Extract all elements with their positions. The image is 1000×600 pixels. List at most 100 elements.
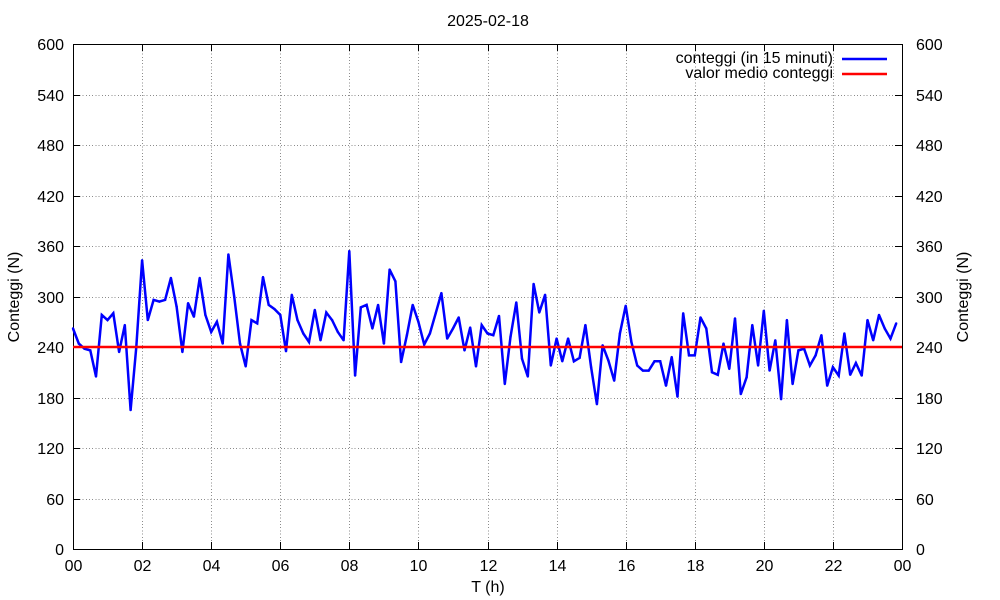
data-point-conteggi xyxy=(279,313,282,317)
legend-label-valor-medio: valor medio conteggi xyxy=(685,65,833,82)
data-point-conteggi xyxy=(883,327,886,330)
data-point-conteggi xyxy=(371,327,374,330)
data-point-conteggi xyxy=(860,374,863,377)
data-point-conteggi xyxy=(129,408,132,412)
data-point-conteggi xyxy=(215,320,219,323)
data-point-conteggi xyxy=(440,291,443,295)
data-point-conteggi xyxy=(469,326,472,329)
data-point-conteggi xyxy=(515,301,518,304)
x-tick-label: 20 xyxy=(756,558,774,575)
y-tick-label: 60 xyxy=(46,492,64,509)
data-point-conteggi xyxy=(451,327,455,330)
data-point-conteggi xyxy=(336,330,339,334)
data-point-conteggi xyxy=(302,332,305,335)
data-point-conteggi xyxy=(417,320,420,323)
series-line-conteggi xyxy=(71,251,898,411)
data-point-conteggi xyxy=(797,349,800,352)
x-tick-label: 06 xyxy=(272,558,290,575)
data-point-conteggi xyxy=(716,373,719,376)
data-point-conteggi xyxy=(497,314,501,318)
data-point-conteggi xyxy=(670,355,673,359)
data-point-conteggi xyxy=(791,382,794,386)
data-point-conteggi xyxy=(613,379,616,382)
data-point-conteggi xyxy=(365,303,368,307)
data-point-conteggi xyxy=(745,376,748,379)
data-point-conteggi xyxy=(446,337,449,340)
data-point-conteggi xyxy=(89,349,92,352)
data-point-conteggi xyxy=(192,315,196,318)
data-point-conteggi xyxy=(77,342,81,345)
data-point-conteggi xyxy=(820,334,823,337)
data-point-conteggi xyxy=(123,323,127,327)
data-point-conteggi xyxy=(653,360,656,363)
data-point-conteggi xyxy=(572,360,576,363)
data-point-conteggi xyxy=(739,392,742,396)
data-point-conteggi xyxy=(261,275,265,279)
data-point-conteggi xyxy=(509,335,512,339)
data-point-conteggi xyxy=(566,337,570,340)
data-point-conteggi xyxy=(595,403,599,406)
data-point-conteggi xyxy=(843,332,846,335)
data-point-conteggi xyxy=(486,332,489,335)
y-tick-label: 180 xyxy=(37,391,64,408)
data-point-conteggi xyxy=(693,354,696,357)
data-point-conteggi xyxy=(647,369,650,372)
data-point-conteggi xyxy=(768,369,771,372)
y2-tick-label: 120 xyxy=(916,441,943,458)
y-tick-label: 120 xyxy=(37,441,64,458)
data-point-conteggi xyxy=(284,350,288,353)
x-tick-label: 16 xyxy=(618,558,636,575)
axis-ticks xyxy=(73,44,903,550)
data-point-conteggi xyxy=(342,339,345,342)
y2-tick-label: 420 xyxy=(916,189,943,206)
data-point-conteggi xyxy=(722,342,725,345)
data-point-conteggi xyxy=(630,340,633,344)
data-point-conteggi xyxy=(175,305,178,308)
data-point-conteggi xyxy=(831,366,835,369)
data-point-conteggi xyxy=(751,323,754,327)
data-point-conteggi xyxy=(296,318,299,322)
data-point-conteggi xyxy=(204,313,207,317)
data-point-conteggi xyxy=(117,350,121,354)
legend-label-conteggi: conteggi (in 15 minuti) xyxy=(676,50,833,67)
data-point-conteggi xyxy=(854,361,858,365)
data-point-conteggi xyxy=(399,360,403,364)
y2-tick-label: 360 xyxy=(916,239,943,256)
y-axis-label: Conteggi (N) xyxy=(6,252,23,343)
x-tick-label: 22 xyxy=(825,558,843,575)
data-point-conteggi xyxy=(457,316,460,319)
y-tick-label: 420 xyxy=(37,189,64,206)
x-tick-label: 18 xyxy=(687,558,705,575)
data-point-conteggi xyxy=(106,318,109,322)
data-point-conteggi xyxy=(589,366,593,369)
data-point-conteggi xyxy=(146,318,149,322)
data-point-conteggi xyxy=(94,375,98,378)
y-tick-label: 0 xyxy=(55,542,64,559)
x-tick-label: 10 xyxy=(410,558,428,575)
data-point-conteggi xyxy=(808,364,812,367)
data-point-conteggi xyxy=(394,280,397,283)
data-point-conteggi xyxy=(158,300,161,303)
y2-tick-label: 240 xyxy=(916,340,943,357)
data-point-conteggi xyxy=(872,339,875,342)
plot-series xyxy=(71,249,902,412)
data-point-conteggi xyxy=(388,268,391,271)
data-point-conteggi xyxy=(636,364,639,367)
data-point-conteggi xyxy=(837,374,840,377)
legend-entry-valor-medio: valor medio conteggi xyxy=(685,65,887,82)
data-point-conteggi xyxy=(411,303,414,307)
data-point-conteggi xyxy=(100,313,104,317)
data-point-conteggi xyxy=(549,364,552,367)
data-point-conteggi xyxy=(250,318,253,322)
data-point-conteggi xyxy=(624,304,627,307)
data-point-conteggi xyxy=(181,350,184,354)
data-point-conteggi xyxy=(330,318,334,322)
y-tick-label: 540 xyxy=(37,88,64,105)
data-point-conteggi xyxy=(503,382,506,386)
data-point-conteggi xyxy=(434,312,437,315)
data-point-conteggi xyxy=(244,365,247,368)
data-point-conteggi xyxy=(733,317,737,320)
